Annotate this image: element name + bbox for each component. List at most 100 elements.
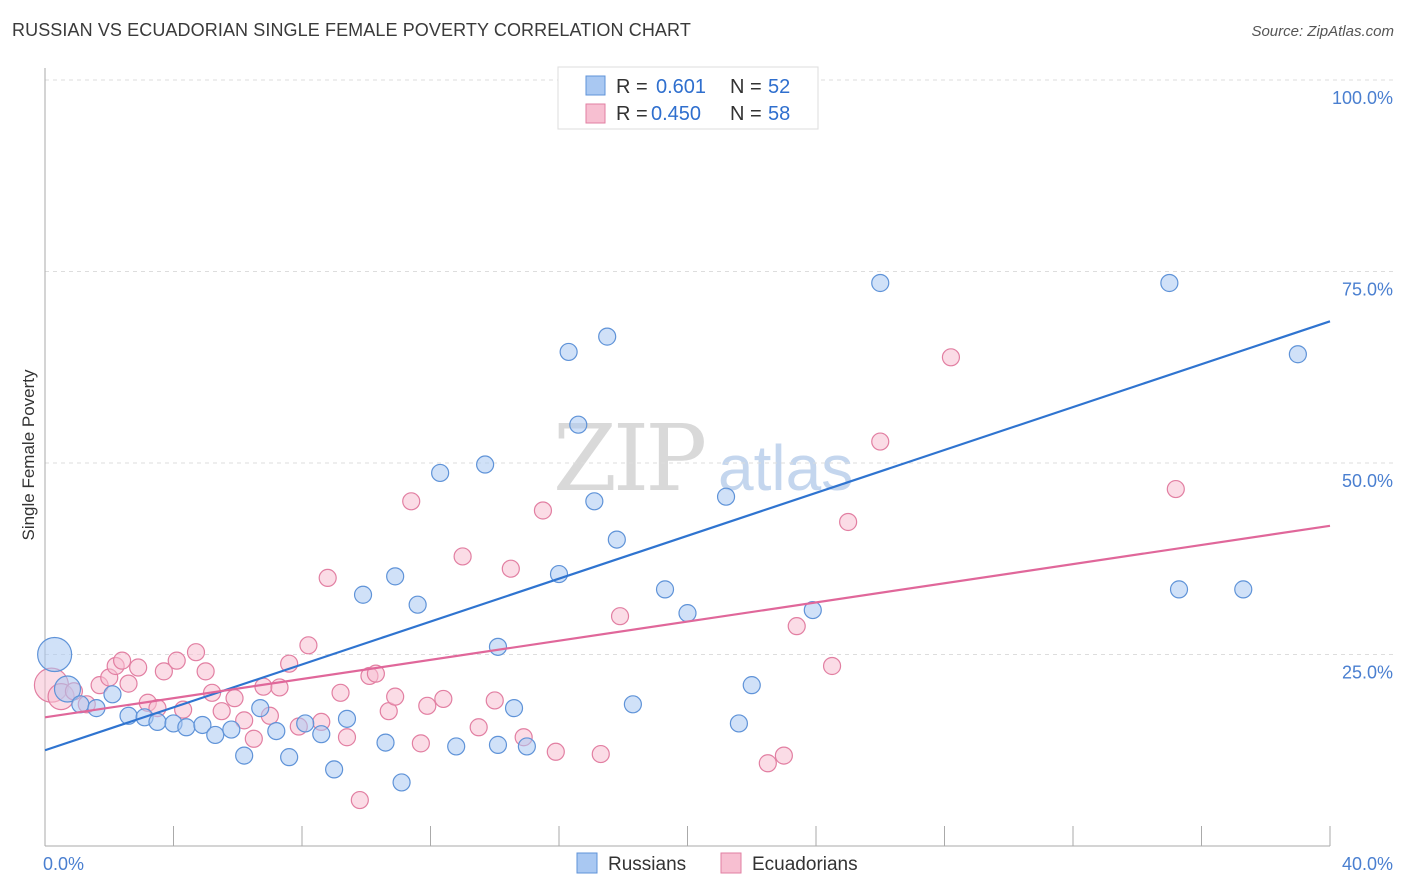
chart-source: Source: ZipAtlas.com xyxy=(1251,23,1394,40)
russian-point xyxy=(716,487,736,506)
ecuadorian-point xyxy=(839,512,858,532)
russian-point xyxy=(559,342,578,362)
y-tick-label: 100.0% xyxy=(1332,88,1393,108)
ecuadorian-point xyxy=(591,744,610,764)
russian-point xyxy=(392,773,411,792)
russian-point xyxy=(53,675,82,703)
russian-point xyxy=(148,712,167,732)
watermark-atlas: atlas xyxy=(718,432,853,504)
russian-point xyxy=(235,746,254,765)
ecuadorian-point xyxy=(167,651,186,670)
ecuadorian-point xyxy=(787,617,806,636)
russian-point xyxy=(312,725,331,744)
russian-point xyxy=(251,699,270,718)
ecuadorian-point xyxy=(453,547,472,566)
ecuadorian-point xyxy=(186,643,206,662)
russian-point xyxy=(488,735,508,754)
russian-point xyxy=(193,715,212,735)
ecuadorian-point xyxy=(331,683,350,702)
russian-point xyxy=(353,585,373,604)
ecuadorian-point xyxy=(1166,479,1185,499)
russian-point xyxy=(376,733,395,752)
russian-point xyxy=(267,721,286,741)
ecuadorian-point xyxy=(350,790,369,810)
ecuadorian-point xyxy=(119,674,138,693)
russian-point xyxy=(447,737,466,756)
ecuadorian-point xyxy=(411,734,430,753)
russian-point xyxy=(678,604,697,623)
russian-point xyxy=(729,714,749,733)
russians-legend-swatch xyxy=(585,75,606,96)
series-legend: Russians Ecuadorians xyxy=(576,852,858,875)
russian-point xyxy=(504,699,524,718)
ecuadorian-point xyxy=(225,689,244,708)
russian-point xyxy=(1234,580,1253,599)
russian-point xyxy=(408,595,427,614)
ecuadorian-point xyxy=(129,658,148,677)
ecuadorians-trend-line xyxy=(44,524,1331,719)
russians-r-label: R = xyxy=(616,76,648,98)
russian-point xyxy=(103,685,122,704)
russian-point xyxy=(1160,273,1179,293)
ecuadorian-point xyxy=(610,607,630,626)
russian-point xyxy=(431,463,450,483)
russians-trend-line xyxy=(44,320,1331,752)
x-tick-label-max: 40.0% xyxy=(1342,854,1393,874)
trend-lines xyxy=(44,320,1331,752)
legend-russians-label: Russians xyxy=(608,854,686,875)
ecuadorian-point xyxy=(774,746,793,765)
ecuadorian-point xyxy=(299,636,318,655)
y-tick-label: 50.0% xyxy=(1342,471,1393,491)
stats-legend: R = 0.601 N = 52 R = 0.450 N = 58 xyxy=(557,66,819,130)
ecuadorian-point xyxy=(546,742,565,761)
y-axis-label: Single Female Poverty xyxy=(19,369,38,541)
ecuadorian-point xyxy=(434,689,453,709)
ecuadorians-n-value: 58 xyxy=(768,103,790,125)
ecuadorian-point xyxy=(941,348,961,367)
russian-point xyxy=(607,530,626,549)
russian-point xyxy=(569,415,588,434)
ecuadorian-point xyxy=(501,559,520,578)
russian-point xyxy=(280,748,299,767)
russian-point xyxy=(337,709,357,728)
russian-point xyxy=(37,636,73,673)
russian-point xyxy=(1288,345,1307,364)
ecuadorian-point xyxy=(212,702,231,721)
ecuadorian-point xyxy=(386,687,405,706)
ecuadorian-point xyxy=(244,729,263,748)
russian-point xyxy=(517,737,536,756)
russian-point xyxy=(177,718,196,737)
ecuadorian-point xyxy=(469,718,488,737)
russians-r-value: 0.601 xyxy=(656,76,706,98)
legend-ecuadorians-label: Ecuadorians xyxy=(752,854,858,875)
russian-point xyxy=(325,760,344,779)
russians-n-label: N = xyxy=(730,76,762,98)
x-tick-label-min: 0.0% xyxy=(43,854,84,874)
y-tick-label: 25.0% xyxy=(1342,663,1393,683)
ecuadorian-point xyxy=(758,754,777,773)
russian-point xyxy=(585,492,604,511)
ecuadorian-point xyxy=(533,501,553,520)
legend-russians-swatch xyxy=(576,852,598,874)
y-tick-label: 75.0% xyxy=(1342,280,1393,300)
x-axis-ticks xyxy=(44,826,1331,846)
legend-ecuadorians-swatch xyxy=(720,852,742,874)
y-axis-tick-labels: 100.0% 75.0% 50.0% 25.0% xyxy=(1332,88,1393,683)
russian-point xyxy=(1169,580,1189,599)
ecuadorian-point xyxy=(235,711,254,730)
ecuadorian-point xyxy=(337,728,357,747)
russian-point xyxy=(386,567,405,586)
ecuadorian-point xyxy=(112,651,132,670)
ecuadorian-point xyxy=(196,662,215,681)
ecuadorians-n-label: N = xyxy=(730,103,762,125)
ecuadorians-r-value: 0.450 xyxy=(651,103,701,125)
russian-point xyxy=(623,695,642,714)
russian-point xyxy=(803,600,822,620)
ecuadorians-points xyxy=(33,348,1185,810)
ecuadorian-point xyxy=(402,492,421,511)
ecuadorian-point xyxy=(154,662,173,681)
russian-point xyxy=(655,580,675,599)
russians-n-value: 52 xyxy=(768,76,790,98)
ecuadorian-point xyxy=(822,656,842,676)
